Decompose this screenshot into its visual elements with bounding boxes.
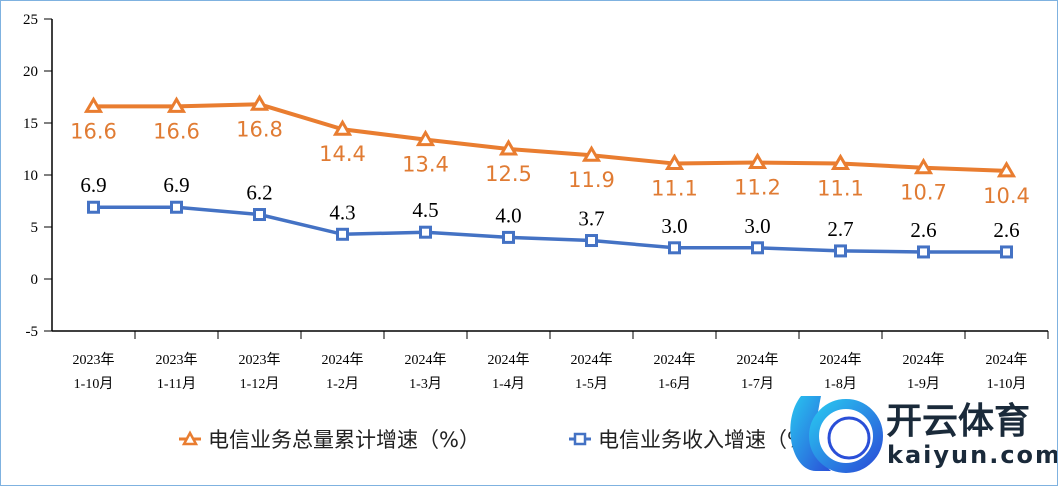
square-marker	[419, 225, 432, 239]
x-tick-label: 2023年	[73, 352, 115, 368]
watermark-cn: 开云体育	[886, 401, 1030, 442]
square-marker	[502, 230, 515, 244]
x-tick-label: 1-11月	[157, 376, 196, 392]
y-tick-label: 5	[31, 220, 39, 236]
x-tick-label: 1-10月	[74, 376, 114, 392]
data-label: 3.7	[578, 207, 604, 231]
x-tick-label: 1-10月	[987, 376, 1027, 392]
x-tick-label: 1-2月	[326, 376, 359, 392]
x-tick-label: 1-6月	[658, 376, 691, 392]
x-tick-label: 1-9月	[907, 376, 940, 392]
x-tick-label: 2024年	[322, 352, 364, 368]
triangle-marker	[498, 139, 519, 156]
x-tick-label: 1-4月	[492, 376, 525, 392]
data-label: 6.9	[163, 173, 189, 197]
triangle-marker	[166, 96, 187, 113]
legend-label-1: 电信业务总量累计增速（%）	[208, 428, 480, 452]
y-tick-label: 10	[23, 168, 38, 184]
square-marker	[585, 234, 598, 248]
data-label: 6.9	[80, 173, 106, 197]
data-label: 2.6	[910, 218, 936, 242]
x-tick-label: 2024年	[488, 352, 530, 368]
triangle-marker	[996, 160, 1017, 178]
series-line-1	[93, 102, 1007, 173]
data-label: 3.0	[744, 214, 770, 238]
x-tick-label: 1-3月	[409, 376, 442, 392]
square-legend-icon	[573, 432, 587, 446]
square-marker	[1000, 245, 1013, 259]
x-tick-label: 2024年	[737, 352, 779, 368]
data-label: 10.4	[983, 184, 1030, 208]
legend-label-2: 电信业务收入增速（%）	[598, 428, 828, 452]
data-label: 12.5	[485, 162, 532, 186]
data-label: 11.9	[568, 168, 615, 192]
x-tick-label: 2024年	[571, 352, 613, 368]
data-label: 11.1	[651, 177, 698, 201]
x-tick-label: 2024年	[903, 352, 945, 368]
y-tick-label: -5	[26, 324, 39, 340]
triangle-marker	[664, 153, 685, 171]
soccer-ball-icon	[827, 416, 871, 460]
x-tick-label: 2024年	[654, 352, 696, 368]
triangle-marker	[913, 157, 934, 175]
data-label: 16.8	[236, 117, 283, 141]
y-tick-label: 15	[23, 116, 38, 132]
data-label: 6.2	[246, 181, 272, 205]
y-tick-label: 20	[23, 64, 38, 80]
series-line-2	[93, 205, 1007, 254]
data-label: 14.4	[319, 142, 366, 166]
square-marker	[170, 200, 183, 214]
square-marker	[668, 241, 681, 255]
x-tick-label: 1-7月	[741, 376, 774, 392]
square-marker	[336, 227, 349, 241]
data-label: 4.0	[495, 203, 521, 227]
x-tick-label: 2023年	[239, 352, 281, 368]
square-marker	[87, 200, 100, 214]
data-label: 4.5	[412, 198, 438, 222]
square-marker	[834, 244, 847, 258]
x-tick-label: 1-8月	[824, 376, 857, 392]
triangle-legend-icon	[181, 430, 199, 446]
data-label: 4.3	[329, 200, 355, 224]
data-label: 11.1	[817, 177, 864, 201]
triangle-marker	[747, 152, 768, 170]
triangle-marker	[83, 96, 104, 113]
data-label: 2.6	[993, 218, 1019, 242]
x-tick-label: 2024年	[405, 352, 447, 368]
data-label: 11.2	[734, 176, 781, 200]
data-label: 16.6	[153, 119, 200, 143]
triangle-marker	[415, 129, 436, 147]
x-tick-label: 2024年	[986, 352, 1028, 368]
square-marker	[917, 245, 930, 259]
x-tick-label: 2024年	[820, 352, 862, 368]
square-marker	[751, 241, 764, 255]
data-label: 2.7	[827, 217, 853, 241]
triangle-marker	[581, 145, 602, 162]
x-tick-label: 1-5月	[575, 376, 608, 392]
x-tick-label: 1-12月	[240, 376, 280, 392]
triangle-marker	[830, 153, 851, 171]
data-label: 10.7	[900, 181, 947, 205]
data-label: 16.6	[70, 119, 117, 143]
data-label: 3.0	[661, 214, 687, 238]
triangle-marker	[332, 119, 353, 136]
y-tick-label: 25	[23, 12, 38, 28]
watermark-ring	[809, 399, 883, 473]
y-tick-label: 0	[31, 272, 39, 288]
x-tick-label: 2023年	[156, 352, 198, 368]
square-marker	[253, 208, 266, 222]
watermark-en: kaiyun.com	[887, 441, 1057, 469]
data-label: 13.4	[402, 153, 449, 177]
triangle-marker	[249, 94, 270, 111]
